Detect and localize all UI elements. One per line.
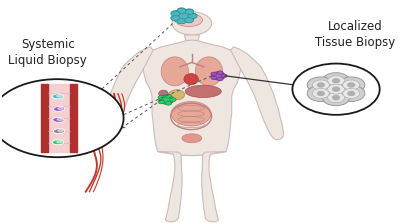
Circle shape [318, 83, 324, 87]
Ellipse shape [185, 85, 221, 98]
Ellipse shape [161, 57, 188, 86]
Circle shape [343, 80, 360, 90]
Circle shape [211, 76, 217, 80]
Circle shape [333, 79, 340, 83]
Circle shape [211, 72, 217, 76]
Ellipse shape [175, 14, 202, 27]
Circle shape [322, 81, 350, 97]
Circle shape [177, 18, 186, 23]
Circle shape [217, 77, 223, 81]
Ellipse shape [57, 141, 62, 143]
Circle shape [322, 90, 350, 106]
Ellipse shape [58, 107, 63, 109]
Circle shape [328, 76, 344, 86]
Circle shape [348, 91, 355, 95]
Polygon shape [142, 40, 241, 156]
Circle shape [328, 84, 344, 94]
Circle shape [312, 89, 329, 98]
Circle shape [185, 18, 194, 23]
Circle shape [318, 91, 324, 95]
Circle shape [188, 13, 197, 19]
Bar [70, 84, 77, 152]
Circle shape [171, 15, 180, 21]
Circle shape [217, 71, 223, 74]
Circle shape [212, 72, 225, 80]
Circle shape [173, 9, 194, 22]
Ellipse shape [184, 74, 198, 85]
Ellipse shape [57, 95, 62, 97]
Ellipse shape [159, 90, 168, 97]
Circle shape [165, 94, 172, 98]
Circle shape [221, 74, 227, 78]
Circle shape [312, 80, 329, 90]
Circle shape [0, 79, 124, 157]
Circle shape [185, 9, 194, 14]
Ellipse shape [195, 57, 223, 86]
Circle shape [177, 8, 186, 14]
Circle shape [171, 11, 180, 16]
Ellipse shape [182, 134, 202, 143]
Circle shape [338, 85, 365, 101]
Circle shape [328, 93, 344, 103]
Ellipse shape [57, 118, 62, 121]
Text: Systemic
Liquid Biopsy: Systemic Liquid Biopsy [8, 38, 87, 67]
Circle shape [188, 13, 197, 18]
Ellipse shape [53, 118, 64, 122]
Polygon shape [202, 152, 226, 222]
Circle shape [343, 89, 360, 98]
Circle shape [165, 101, 172, 105]
Polygon shape [100, 47, 153, 140]
Ellipse shape [58, 130, 63, 132]
Circle shape [322, 73, 350, 89]
Ellipse shape [54, 129, 65, 134]
Circle shape [333, 87, 340, 91]
Circle shape [185, 17, 194, 22]
Circle shape [177, 19, 186, 24]
Ellipse shape [52, 140, 64, 145]
Bar [109, 125, 114, 129]
Ellipse shape [171, 101, 211, 126]
Circle shape [158, 100, 164, 104]
Polygon shape [184, 35, 200, 41]
Circle shape [307, 85, 334, 101]
Circle shape [177, 8, 186, 13]
Circle shape [173, 10, 194, 22]
Ellipse shape [52, 94, 64, 99]
Ellipse shape [169, 90, 185, 100]
Ellipse shape [54, 106, 65, 111]
Circle shape [292, 64, 380, 115]
Bar [48, 84, 70, 152]
Polygon shape [158, 152, 182, 222]
Circle shape [307, 77, 334, 93]
Polygon shape [230, 47, 284, 140]
Circle shape [171, 16, 180, 21]
Text: Localized
Tissue Biopsy: Localized Tissue Biopsy [315, 20, 395, 49]
Circle shape [172, 12, 212, 35]
Circle shape [333, 96, 340, 100]
Circle shape [348, 83, 355, 87]
Circle shape [171, 11, 180, 16]
Circle shape [159, 95, 174, 104]
Circle shape [170, 98, 176, 101]
Circle shape [158, 96, 164, 99]
Circle shape [338, 77, 365, 93]
Circle shape [185, 9, 194, 14]
Bar [41, 84, 48, 152]
